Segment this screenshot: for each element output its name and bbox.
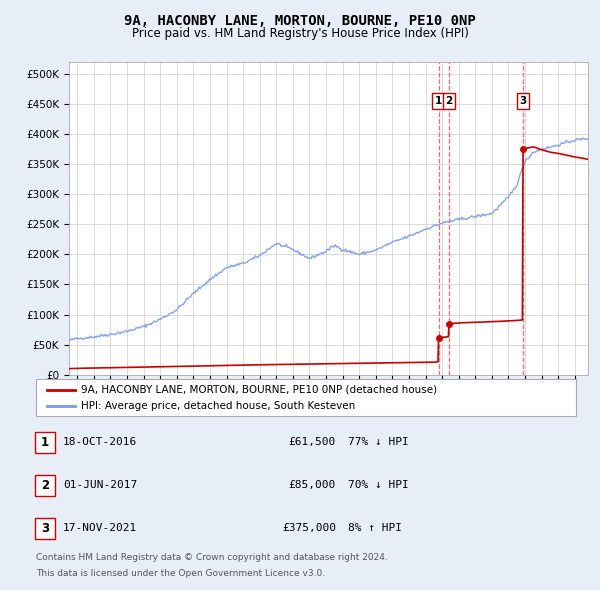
Text: HPI: Average price, detached house, South Kesteven: HPI: Average price, detached house, Sout… bbox=[81, 401, 355, 411]
Text: £85,000: £85,000 bbox=[289, 480, 336, 490]
Text: 3: 3 bbox=[520, 96, 527, 106]
Text: 9A, HACONBY LANE, MORTON, BOURNE, PE10 0NP (detached house): 9A, HACONBY LANE, MORTON, BOURNE, PE10 0… bbox=[81, 385, 437, 395]
Text: 77% ↓ HPI: 77% ↓ HPI bbox=[348, 437, 409, 447]
Text: 1: 1 bbox=[435, 96, 442, 106]
Text: 17-NOV-2021: 17-NOV-2021 bbox=[63, 523, 137, 533]
Text: 8% ↑ HPI: 8% ↑ HPI bbox=[348, 523, 402, 533]
Text: Contains HM Land Registry data © Crown copyright and database right 2024.: Contains HM Land Registry data © Crown c… bbox=[36, 553, 388, 562]
Text: 3: 3 bbox=[41, 522, 49, 535]
Text: 70% ↓ HPI: 70% ↓ HPI bbox=[348, 480, 409, 490]
Text: 18-OCT-2016: 18-OCT-2016 bbox=[63, 437, 137, 447]
Text: 2: 2 bbox=[445, 96, 452, 106]
Text: 1: 1 bbox=[41, 435, 49, 449]
Text: 2: 2 bbox=[41, 478, 49, 492]
Text: Price paid vs. HM Land Registry's House Price Index (HPI): Price paid vs. HM Land Registry's House … bbox=[131, 27, 469, 40]
Text: This data is licensed under the Open Government Licence v3.0.: This data is licensed under the Open Gov… bbox=[36, 569, 325, 578]
Text: £61,500: £61,500 bbox=[289, 437, 336, 447]
Text: £375,000: £375,000 bbox=[282, 523, 336, 533]
Text: 01-JUN-2017: 01-JUN-2017 bbox=[63, 480, 137, 490]
Text: 9A, HACONBY LANE, MORTON, BOURNE, PE10 0NP: 9A, HACONBY LANE, MORTON, BOURNE, PE10 0… bbox=[124, 14, 476, 28]
